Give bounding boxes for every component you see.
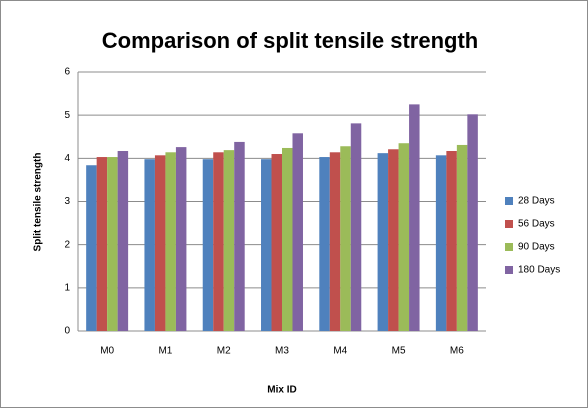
bar: [271, 154, 282, 331]
bar: [165, 152, 176, 331]
legend-label: 28 Days: [518, 196, 555, 207]
bar: [446, 150, 457, 331]
bar: [319, 157, 330, 331]
legend-swatch: [505, 243, 513, 251]
bar: [202, 159, 214, 331]
bar: [398, 143, 410, 331]
legend-swatch: [505, 220, 513, 228]
y-tick-label: 3: [64, 196, 70, 207]
x-tick-label: M4: [333, 346, 347, 357]
chart-title: Comparison of split tensile strength: [102, 28, 478, 53]
bar: [340, 146, 351, 331]
bar: [261, 159, 272, 331]
y-tick-label: 5: [64, 110, 70, 121]
x-tick-label: M1: [158, 346, 172, 357]
bar: [282, 147, 293, 331]
x-tick-label: M0: [100, 346, 114, 357]
legend-label: 90 Days: [518, 242, 555, 253]
bar: [154, 155, 166, 331]
y-tick-label: 2: [64, 239, 70, 250]
bar: [292, 133, 303, 331]
legend-swatch: [505, 266, 513, 274]
bar: [409, 104, 420, 331]
bar: [144, 159, 155, 331]
y-tick-label: 1: [64, 282, 70, 293]
bar: [175, 147, 187, 331]
y-tick-label: 0: [64, 326, 70, 337]
x-tick-label: M6: [450, 346, 464, 357]
x-tick-label: M5: [392, 346, 406, 357]
bar: [435, 155, 447, 331]
x-axis-label: Mix ID: [267, 385, 296, 396]
bar: [223, 150, 235, 331]
legend-swatch: [505, 197, 513, 205]
bar: [234, 141, 245, 331]
bar: [456, 144, 468, 331]
legend-label: 180 Days: [518, 265, 560, 276]
y-tick-label: 6: [64, 67, 70, 78]
bar: [96, 157, 108, 331]
bar: [388, 149, 399, 331]
bar: [86, 165, 97, 331]
legend-label: 56 Days: [518, 219, 555, 230]
bar: [350, 123, 362, 331]
bar: [117, 150, 129, 331]
bar: [377, 153, 389, 331]
y-tick-label: 4: [64, 153, 70, 164]
bar: [467, 114, 478, 331]
bar: [107, 157, 118, 331]
bar: [213, 152, 224, 331]
bar: [329, 152, 341, 331]
y-axis-label: Split tensile strength: [33, 153, 44, 252]
x-tick-label: M2: [217, 346, 231, 357]
x-tick-label: M3: [275, 346, 289, 357]
